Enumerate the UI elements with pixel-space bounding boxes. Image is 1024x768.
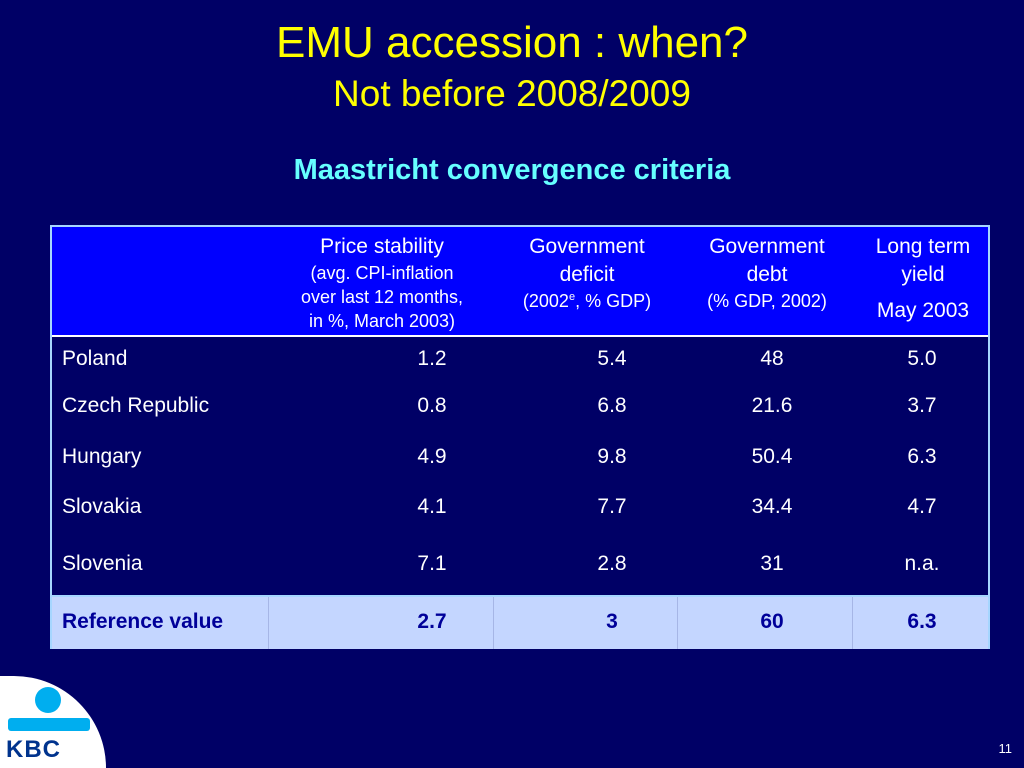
- country-name: Hungary: [62, 445, 142, 468]
- deficit-value: 7.7: [597, 495, 627, 518]
- reference-price: 2.7: [417, 610, 447, 633]
- header-label: debt: [746, 263, 788, 286]
- logo-text: KBC: [6, 736, 61, 763]
- yield-value: 3.7: [907, 394, 937, 417]
- yield-value: n.a.: [904, 552, 940, 575]
- price-value: 4.9: [417, 445, 447, 468]
- table-header: Price stability (avg. CPI-inflation over…: [52, 227, 988, 337]
- note-part: , % GDP): [575, 291, 652, 311]
- yield-value: 5.0: [907, 347, 937, 370]
- deficit-value: 2.8: [597, 552, 627, 575]
- slide-title: EMU accession : when? Not before 2008/20…: [0, 16, 1024, 116]
- country-name: Slovakia: [62, 495, 142, 518]
- column-divider: [852, 597, 853, 649]
- header-government-deficit: Government deficit (2002e, % GDP): [497, 233, 677, 313]
- header-label: May 2003: [876, 299, 970, 322]
- column-divider: [493, 597, 494, 649]
- country-name: Czech Republic: [62, 394, 210, 417]
- reference-row: Reference value 2.7 3 60 6.3: [52, 595, 988, 649]
- criteria-table: Price stability (avg. CPI-inflation over…: [50, 225, 990, 649]
- debt-value: 50.4: [751, 445, 793, 468]
- section-heading: Maastricht convergence criteria: [293, 154, 731, 186]
- kbc-person-icon: [8, 687, 90, 731]
- reference-deficit: 3: [606, 610, 618, 633]
- reference-label: Reference value: [62, 610, 224, 633]
- reference-yield: 6.3: [907, 610, 937, 633]
- country-name: Poland: [62, 347, 128, 370]
- header-long-term-yield: Long term yield May 2003: [857, 233, 989, 325]
- price-value: 7.1: [417, 552, 447, 575]
- debt-value: 34.4: [751, 495, 793, 518]
- debt-value: 31: [760, 552, 784, 575]
- column-divider: [677, 597, 678, 649]
- price-value: 4.1: [417, 495, 447, 518]
- deficit-value: 5.4: [597, 347, 627, 370]
- price-value: 1.2: [417, 347, 447, 370]
- header-note: (avg. CPI-inflation: [310, 263, 454, 283]
- yield-value: 4.7: [907, 495, 937, 518]
- header-label: Price stability: [320, 235, 444, 258]
- price-value: 0.8: [417, 394, 447, 417]
- column-divider: [268, 597, 269, 649]
- title-main: EMU accession : when?: [276, 18, 748, 67]
- header-note: (2002e, % GDP): [497, 289, 677, 313]
- header-note: over last 12 months,: [300, 287, 464, 307]
- title-sub: Not before 2008/2009: [333, 73, 691, 114]
- yield-value: 6.3: [907, 445, 937, 468]
- header-note: in %, March 2003): [308, 311, 456, 331]
- reference-debt: 60: [760, 610, 784, 633]
- deficit-value: 6.8: [597, 394, 627, 417]
- header-government-debt: Government debt (% GDP, 2002): [682, 233, 852, 313]
- header-label: Long term: [875, 235, 971, 258]
- header-label: deficit: [559, 263, 615, 286]
- debt-value: 48: [760, 347, 784, 370]
- header-label: Government: [709, 235, 825, 258]
- kbc-logo: KBC: [0, 676, 106, 768]
- debt-value: 21.6: [751, 394, 793, 417]
- header-note: (% GDP, 2002): [707, 291, 827, 311]
- header-label: Government: [529, 235, 645, 258]
- note-superscript: e: [568, 291, 576, 303]
- page-number: 11: [998, 741, 1013, 756]
- deficit-value: 9.8: [597, 445, 627, 468]
- country-name: Slovenia: [62, 552, 143, 575]
- note-part: (2002: [522, 291, 569, 311]
- header-price-stability: Price stability (avg. CPI-inflation over…: [272, 233, 492, 333]
- header-label: yield: [901, 263, 945, 286]
